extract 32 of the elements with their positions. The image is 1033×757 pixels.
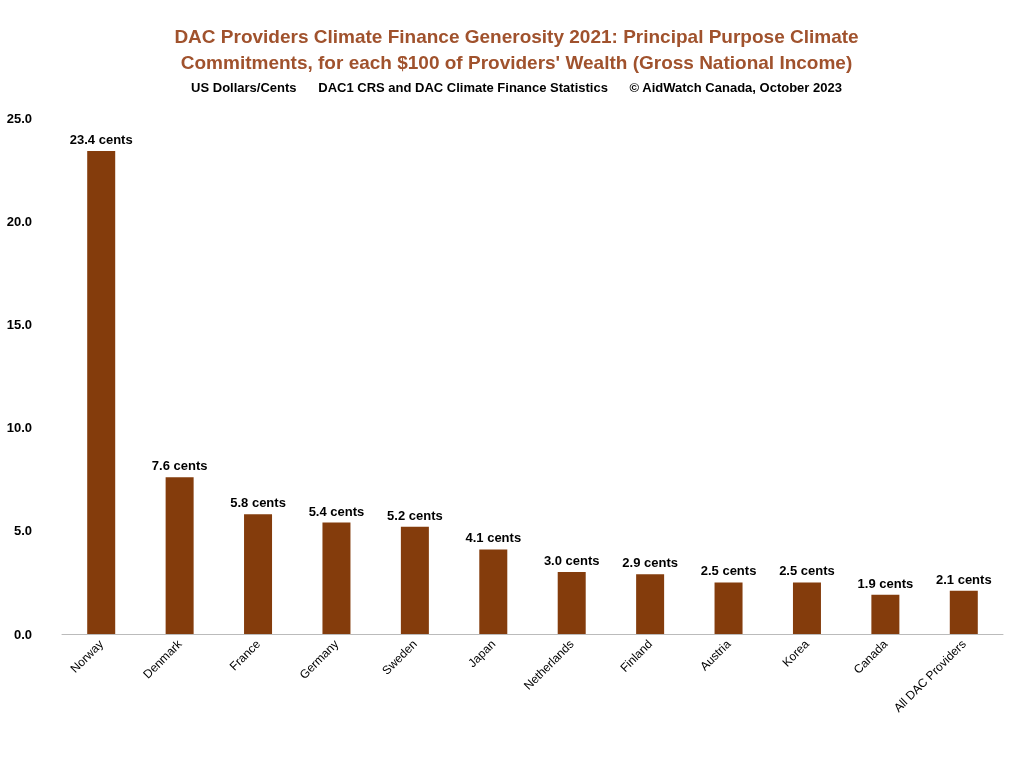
data-label: 1.9 cents	[857, 575, 914, 591]
bar	[871, 594, 900, 634]
data-label: 5.4 cents	[308, 503, 365, 519]
chart-subtitle: US Dollars/Cents DAC1 CRS and DAC Climate Finance Statistics © AidWatch Canada, October 2023	[191, 80, 842, 95]
data-label: 4.1 cents	[465, 530, 522, 546]
bar	[557, 572, 586, 634]
data-label: 7.6 cents	[151, 458, 208, 474]
data-label: 2.5 cents	[700, 563, 757, 579]
bar	[792, 582, 821, 634]
bar	[636, 574, 665, 634]
y-tick-label: 20.0	[6, 213, 32, 229]
bar	[714, 582, 743, 634]
chart-title: DAC Providers Climate Finance Generosity 2021: Principal Purpose Climate Commitments, for each $100 of Providers' Wealth (Gross National Income)	[174, 25, 859, 73]
y-tick-label: 5.0	[13, 523, 32, 539]
data-label: 2.5 cents	[779, 563, 835, 579]
bar	[244, 514, 273, 634]
bar	[87, 151, 116, 634]
y-tick-label: 0.0	[13, 626, 32, 642]
data-label: 23.4 cents	[69, 132, 133, 148]
bar	[479, 549, 508, 634]
y-tick-label: 15.0	[6, 316, 32, 332]
bar	[949, 590, 978, 634]
bar	[165, 477, 194, 634]
data-label: 5.8 cents	[230, 495, 286, 511]
data-label: 5.2 cents	[387, 507, 443, 523]
y-tick-label: 25.0	[6, 110, 32, 126]
data-label: 2.1 cents	[935, 571, 992, 587]
bar	[322, 522, 351, 634]
y-tick-label: 10.0	[6, 420, 32, 436]
data-label: 3.0 cents	[543, 553, 600, 569]
bar	[400, 526, 429, 634]
data-label: 2.9 cents	[622, 555, 678, 571]
